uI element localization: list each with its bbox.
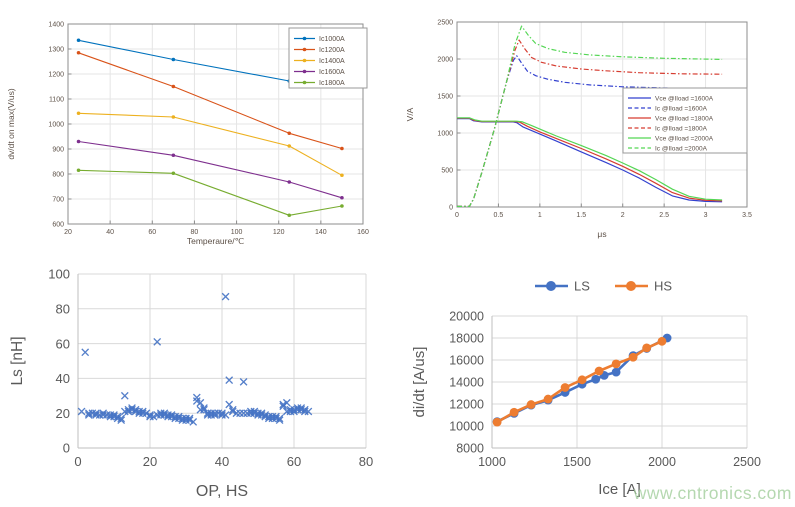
dvdt-vs-temperature-chart: 20 40 60 80 100 120 140 160 600 700 800 900 1000 1100…	[0, 0, 400, 250]
svg-text:1000: 1000	[48, 122, 64, 129]
svg-text:40: 40	[56, 371, 70, 386]
svg-text:140: 140	[315, 229, 327, 236]
svg-text:1300: 1300	[48, 47, 64, 54]
svg-text:Vce @Iload =1600A: Vce @Iload =1600A	[655, 95, 714, 102]
svg-text:2000: 2000	[437, 57, 453, 64]
svg-text:20: 20	[56, 406, 70, 421]
svg-text:0.5: 0.5	[494, 212, 504, 219]
svg-text:100: 100	[231, 229, 243, 236]
svg-text:3: 3	[704, 212, 708, 219]
svg-text:2500: 2500	[733, 455, 761, 469]
svg-text:10000: 10000	[449, 420, 484, 434]
svg-text:0: 0	[455, 212, 459, 219]
svg-text:20: 20	[64, 229, 72, 236]
svg-text:Ls [nH]: Ls [nH]	[9, 336, 26, 385]
svg-text:20000: 20000	[449, 310, 484, 324]
svg-text:2500: 2500	[437, 20, 453, 27]
svg-text:80: 80	[56, 301, 70, 316]
svg-text:100: 100	[48, 267, 70, 282]
svg-text:LS: LS	[574, 279, 590, 294]
switching-waveforms-chart: 0 0.5 1 1.5 2 2.5 3 3.5 0 500 1000 1500 2000 2500 μs V/…	[400, 0, 795, 250]
didt-vs-ice-chart: 1000 1500 2000 2500 8000 10000 12000 14000 16000…	[400, 250, 795, 507]
svg-text:2: 2	[621, 212, 625, 219]
svg-text:Ic1200A: Ic1200A	[319, 47, 345, 54]
svg-text:V/A: V/A	[405, 107, 415, 121]
svg-text:18000: 18000	[449, 332, 484, 346]
svg-text:0: 0	[449, 205, 453, 212]
svg-text:1000: 1000	[437, 131, 453, 138]
svg-text:Ic1600A: Ic1600A	[319, 69, 345, 76]
svg-text:60: 60	[56, 336, 70, 351]
svg-text:12000: 12000	[449, 398, 484, 412]
svg-text:Ic1800A: Ic1800A	[319, 80, 345, 87]
stray-inductance-scatter-canvas: 0 20 40 60 80 0 20 40 60 80 100 OP, HS Ls [nH]	[9, 267, 373, 500]
svg-text:Ic @Iload =1600A: Ic @Iload =1600A	[655, 105, 708, 112]
svg-text:1100: 1100	[49, 97, 64, 104]
svg-text:HS: HS	[654, 279, 672, 294]
svg-text:0: 0	[74, 454, 81, 469]
svg-text:1400: 1400	[48, 22, 64, 29]
svg-text:80: 80	[359, 454, 373, 469]
svg-text:μs: μs	[597, 229, 606, 239]
svg-text:Vce @Iload =1800A: Vce @Iload =1800A	[655, 115, 714, 122]
svg-text:160: 160	[357, 229, 369, 236]
svg-text:1200: 1200	[48, 72, 64, 79]
svg-text:Vce @Iload =2000A: Vce @Iload =2000A	[655, 135, 714, 142]
svg-text:60: 60	[287, 454, 301, 469]
svg-text:60: 60	[148, 229, 156, 236]
svg-text:80: 80	[191, 229, 199, 236]
svg-text:1000: 1000	[478, 455, 506, 469]
svg-text:di/dt [A/us]: di/dt [A/us]	[411, 347, 428, 418]
svg-text:1.5: 1.5	[576, 212, 586, 219]
svg-text:1500: 1500	[437, 94, 453, 101]
svg-text:0: 0	[63, 441, 70, 456]
svg-text:40: 40	[106, 229, 114, 236]
didt-vs-ice-canvas: 1000 1500 2000 2500 8000 10000 12000 14000 16000…	[411, 279, 761, 498]
svg-text:1500: 1500	[563, 455, 591, 469]
svg-text:1: 1	[538, 212, 542, 219]
svg-text:Ic1400A: Ic1400A	[319, 58, 345, 65]
watermark-text: www.cntronics.com	[633, 483, 792, 503]
svg-text:500: 500	[441, 168, 453, 175]
svg-text:3.5: 3.5	[742, 212, 752, 219]
svg-text:14000: 14000	[449, 376, 484, 390]
svg-text:2.5: 2.5	[659, 212, 669, 219]
svg-text:16000: 16000	[449, 354, 484, 368]
svg-text:700: 700	[52, 197, 64, 204]
svg-text:Ice [A]: Ice [A]	[598, 481, 641, 498]
svg-text:120: 120	[273, 229, 285, 236]
svg-text:Ic @Iload =1800A: Ic @Iload =1800A	[655, 125, 708, 132]
svg-text:900: 900	[52, 147, 64, 154]
svg-text:Ic @Iload =2000A: Ic @Iload =2000A	[655, 145, 708, 152]
stray-inductance-scatter-chart: 0 20 40 60 80 0 20 40 60 80 100 OP, HS Ls [nH]	[0, 250, 400, 507]
svg-text:20: 20	[143, 454, 157, 469]
svg-text:600: 600	[52, 222, 64, 229]
svg-text:2000: 2000	[648, 455, 676, 469]
svg-text:Temperaure/℃: Temperaure/℃	[187, 236, 245, 246]
svg-text:Ic1000A: Ic1000A	[319, 36, 345, 43]
dvdt-vs-temperature-canvas: 20 40 60 80 100 120 140 160 600 700 800 900 1000 1100…	[6, 22, 369, 246]
svg-text:OP, HS: OP, HS	[196, 483, 248, 500]
svg-text:8000: 8000	[456, 442, 484, 456]
svg-text:40: 40	[215, 454, 229, 469]
switching-waveforms-canvas: 0 0.5 1 1.5 2 2.5 3 3.5 0 500 1000 1500 2000 2500 μs V/…	[405, 20, 752, 239]
svg-text:dv/dt on max(V/us): dv/dt on max(V/us)	[6, 88, 16, 160]
svg-text:800: 800	[52, 172, 64, 179]
